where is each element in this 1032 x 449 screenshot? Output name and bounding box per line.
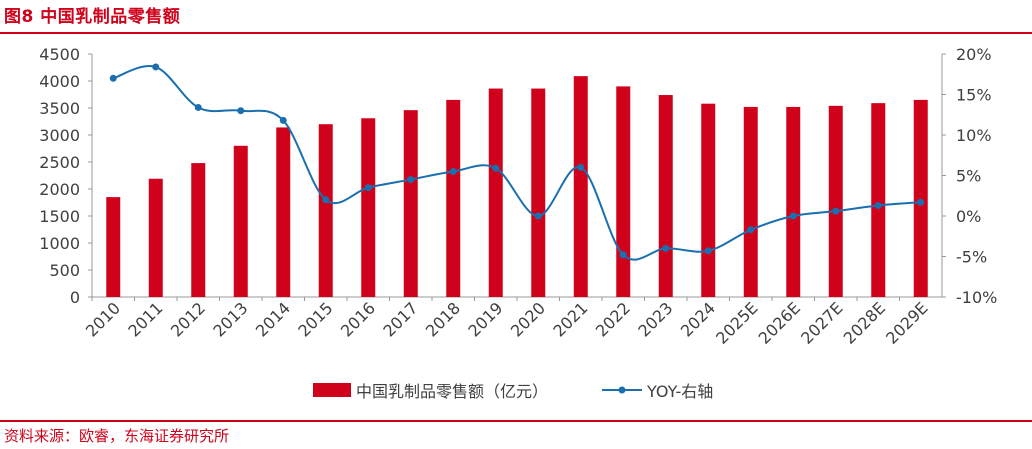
bar-retail-sales	[403, 110, 418, 297]
yoy-point	[237, 107, 245, 115]
yoy-point	[704, 247, 712, 255]
bar-retail-sales	[871, 103, 886, 297]
left-tick-label: 2000	[39, 180, 80, 199]
bar-retail-sales	[573, 76, 588, 297]
right-tick-label: 10%	[956, 126, 992, 145]
bar-retail-sales	[318, 124, 333, 297]
x-tick-label: 2028E	[840, 298, 889, 347]
bar-retail-sales	[148, 178, 163, 297]
right-y-axis: -10% -5% 0% 5% 10% 15% 20%	[941, 45, 997, 307]
x-tick-label: 2021	[549, 298, 591, 340]
x-tick-label: 2011	[124, 298, 166, 340]
right-tick-label: 15%	[956, 86, 992, 105]
x-tick-label: 2029E	[882, 298, 931, 347]
x-tick-label: 2027E	[797, 298, 846, 347]
legend-bar-label: 中国乳制品零售额（亿元）	[356, 382, 548, 401]
left-tick-label: 1000	[39, 234, 80, 253]
legend-bar-swatch	[313, 383, 351, 397]
left-tick-label: 0	[70, 288, 80, 307]
legend-line-marker	[618, 386, 626, 394]
x-tick-label: 2020	[507, 298, 549, 340]
right-tick-label: 0%	[956, 207, 981, 226]
bar-retail-sales	[233, 145, 248, 297]
x-tick-label: 2022	[592, 298, 634, 340]
left-y-axis: 0 500 1000 1500 2000 2500 3000 3500 4000 4500	[39, 45, 93, 307]
yoy-point	[662, 244, 670, 252]
yoy-point	[874, 201, 882, 209]
bar-retail-sales	[531, 88, 546, 297]
title-rule	[0, 32, 1032, 34]
yoy-point	[832, 207, 840, 215]
bar-retail-sales	[361, 118, 376, 297]
x-tick-label: 2026E	[755, 298, 804, 347]
left-tick-label: 500	[49, 261, 80, 280]
source-note: 资料来源：欧睿，东海证券研究所	[4, 427, 230, 445]
left-tick-label: 3500	[39, 99, 80, 118]
left-tick-label: 2500	[39, 153, 80, 172]
yoy-point	[194, 103, 202, 111]
x-tick-label: 2018	[422, 298, 464, 340]
bar-retail-sales	[488, 88, 503, 297]
x-tick-label: 2016	[337, 298, 379, 340]
bar-retail-sales	[913, 99, 928, 298]
right-tick-label: -5%	[956, 248, 987, 267]
yoy-point	[152, 63, 160, 71]
legend-line-label: YOY-右轴	[646, 382, 713, 401]
x-tick-label: 2013	[209, 298, 251, 340]
right-tick-label: 20%	[956, 45, 992, 64]
yoy-point	[449, 167, 457, 175]
bar-retail-sales	[658, 95, 673, 297]
bar-retail-sales	[743, 106, 758, 297]
yoy-point	[364, 184, 372, 192]
chart-svg: 0 500 1000 1500 2000 2500 3000 3500 4000 4500 -10…	[39, 45, 997, 401]
right-tick-label: 5%	[956, 167, 981, 186]
yoy-point	[747, 226, 755, 234]
bar-retail-sales	[828, 105, 843, 297]
x-tick-label: 2017	[379, 298, 421, 340]
x-tick-label: 2023	[634, 298, 676, 340]
yoy-line-series	[109, 63, 925, 261]
yoy-point	[789, 212, 797, 220]
yoy-point	[577, 163, 585, 171]
bar-retail-sales	[616, 86, 631, 298]
yoy-point	[322, 196, 330, 204]
bar-series	[106, 76, 928, 298]
legend: 中国乳制品零售额（亿元） YOY-右轴	[313, 382, 713, 401]
left-tick-label: 3000	[39, 126, 80, 145]
x-tick-label: 2012	[167, 298, 209, 340]
right-tick-label: -10%	[956, 288, 997, 307]
yoy-line-path	[112, 64, 921, 261]
bar-retail-sales	[106, 197, 121, 297]
x-tick-label: 2010	[82, 298, 124, 340]
yoy-point	[407, 176, 415, 184]
yoy-point	[492, 164, 500, 172]
bar-retail-sales	[786, 106, 801, 297]
bar-retail-sales	[446, 99, 461, 298]
yoy-point	[534, 212, 542, 220]
yoy-point	[109, 74, 117, 82]
x-tick-label: 2015	[294, 298, 336, 340]
left-tick-label: 1500	[39, 207, 80, 226]
x-tick-label: 2019	[464, 298, 506, 340]
x-tick-label: 2014	[252, 298, 294, 340]
bar-retail-sales	[701, 103, 716, 298]
yoy-point	[619, 251, 627, 259]
left-tick-label: 4000	[39, 72, 80, 91]
source-rule	[0, 420, 1032, 422]
yoy-point	[279, 116, 287, 124]
bar-retail-sales	[276, 127, 291, 297]
yoy-point	[917, 198, 925, 206]
x-tick-label: 2025E	[712, 298, 761, 347]
figure-title: 图8 中国乳制品零售额	[4, 7, 181, 27]
x-axis: 2010 2011 2012 2013 2014 2015 2016 2017 2018 2019…	[82, 296, 942, 348]
left-tick-label: 4500	[39, 45, 80, 64]
bar-retail-sales	[191, 163, 206, 297]
